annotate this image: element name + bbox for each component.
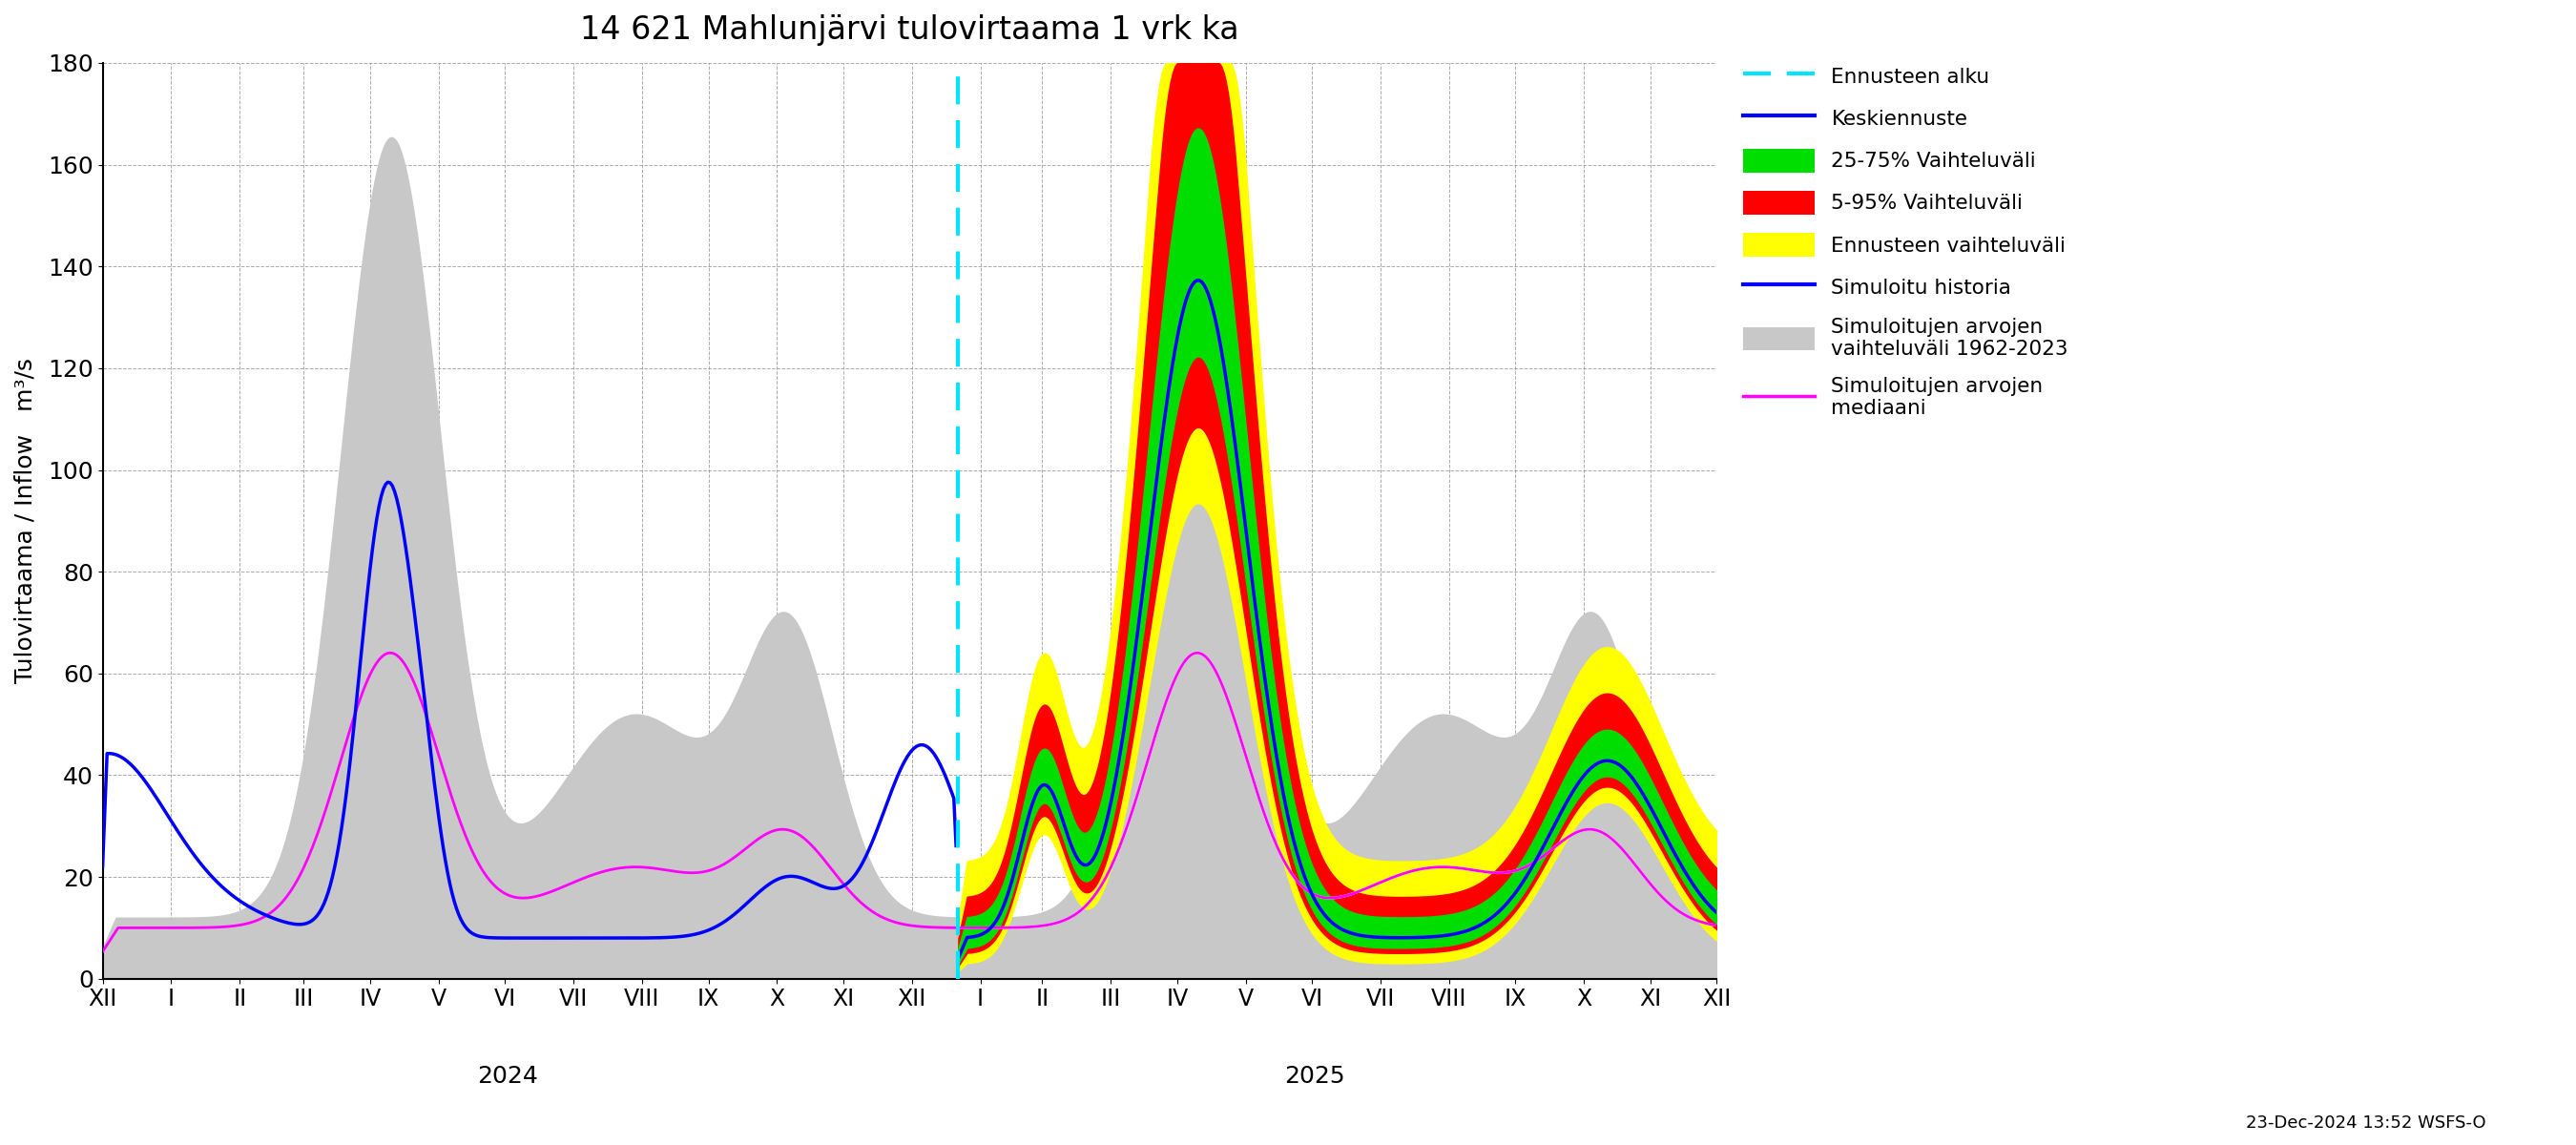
Title: 14 621 Mahlunjärvi tulovirtaama 1 vrk ka: 14 621 Mahlunjärvi tulovirtaama 1 vrk ka (580, 14, 1239, 46)
Text: 2024: 2024 (477, 1065, 538, 1088)
Text: 2025: 2025 (1283, 1065, 1345, 1088)
Text: 23-Dec-2024 13:52 WSFS-O: 23-Dec-2024 13:52 WSFS-O (2246, 1114, 2486, 1131)
Legend: Ennusteen alku, Keskiennuste, 25-75% Vaihteluväli, 5-95% Vaihteluväli, Ennusteen: Ennusteen alku, Keskiennuste, 25-75% Vai… (1744, 64, 2069, 418)
Y-axis label: Tulovirtaama / Inflow   m³/s: Tulovirtaama / Inflow m³/s (15, 358, 36, 684)
